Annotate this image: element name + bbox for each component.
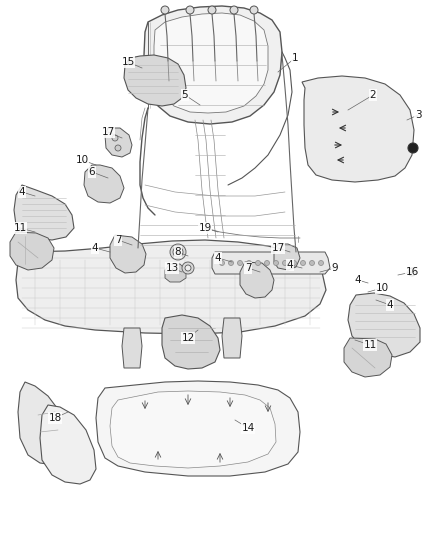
Polygon shape <box>105 128 132 157</box>
Text: 9: 9 <box>332 263 338 273</box>
Polygon shape <box>14 185 74 240</box>
Polygon shape <box>165 264 186 282</box>
Circle shape <box>173 247 183 257</box>
Polygon shape <box>302 76 414 182</box>
Text: 7: 7 <box>115 235 121 245</box>
Text: 7: 7 <box>245 263 251 273</box>
Text: 18: 18 <box>48 413 62 423</box>
Circle shape <box>283 261 287 265</box>
Polygon shape <box>240 262 274 298</box>
Text: 4: 4 <box>355 275 361 285</box>
Circle shape <box>161 6 169 14</box>
Circle shape <box>250 6 258 14</box>
Text: 4: 4 <box>387 300 393 310</box>
Text: 10: 10 <box>75 155 88 165</box>
Text: 8: 8 <box>175 247 181 257</box>
Circle shape <box>186 6 194 14</box>
Circle shape <box>208 6 216 14</box>
Circle shape <box>265 261 269 265</box>
Circle shape <box>230 6 238 14</box>
Circle shape <box>229 261 233 265</box>
Text: 17: 17 <box>272 243 285 253</box>
Polygon shape <box>40 405 96 484</box>
Text: 2: 2 <box>370 90 376 100</box>
Circle shape <box>408 268 416 276</box>
Polygon shape <box>96 381 300 476</box>
Circle shape <box>115 145 121 151</box>
Text: 16: 16 <box>406 267 419 277</box>
Text: 14: 14 <box>241 423 254 433</box>
Text: 19: 19 <box>198 223 212 233</box>
Circle shape <box>185 265 191 271</box>
Circle shape <box>255 261 261 265</box>
Polygon shape <box>16 240 326 334</box>
Text: 6: 6 <box>88 167 95 177</box>
Polygon shape <box>122 328 142 368</box>
Text: 15: 15 <box>121 57 134 67</box>
Polygon shape <box>110 391 276 468</box>
Text: 11: 11 <box>14 223 27 233</box>
Polygon shape <box>110 235 146 273</box>
Polygon shape <box>18 382 70 465</box>
Text: 13: 13 <box>166 263 179 273</box>
Circle shape <box>318 261 324 265</box>
Circle shape <box>292 261 297 265</box>
Polygon shape <box>154 13 268 113</box>
Circle shape <box>310 261 314 265</box>
Polygon shape <box>274 244 300 270</box>
Polygon shape <box>84 165 124 203</box>
Circle shape <box>237 261 243 265</box>
Circle shape <box>182 262 194 274</box>
Circle shape <box>273 261 279 265</box>
Text: 10: 10 <box>375 283 389 293</box>
Circle shape <box>219 261 225 265</box>
Polygon shape <box>222 318 242 358</box>
Polygon shape <box>344 338 392 377</box>
Circle shape <box>112 135 118 141</box>
Text: 11: 11 <box>364 340 377 350</box>
Circle shape <box>300 261 305 265</box>
Text: 1: 1 <box>292 53 298 63</box>
Text: 4: 4 <box>215 253 221 263</box>
Text: 4: 4 <box>287 260 293 270</box>
Polygon shape <box>124 55 186 106</box>
Text: 4: 4 <box>19 187 25 197</box>
Polygon shape <box>10 232 54 270</box>
Text: 3: 3 <box>415 110 421 120</box>
Circle shape <box>170 244 186 260</box>
Circle shape <box>247 261 251 265</box>
Text: 17: 17 <box>101 127 115 137</box>
Polygon shape <box>162 315 220 369</box>
Circle shape <box>408 143 418 153</box>
Text: 12: 12 <box>181 333 194 343</box>
Text: 4: 4 <box>92 243 98 253</box>
Polygon shape <box>212 252 330 274</box>
Polygon shape <box>348 293 420 357</box>
Polygon shape <box>144 6 282 124</box>
Text: 5: 5 <box>182 90 188 100</box>
Circle shape <box>176 250 180 254</box>
